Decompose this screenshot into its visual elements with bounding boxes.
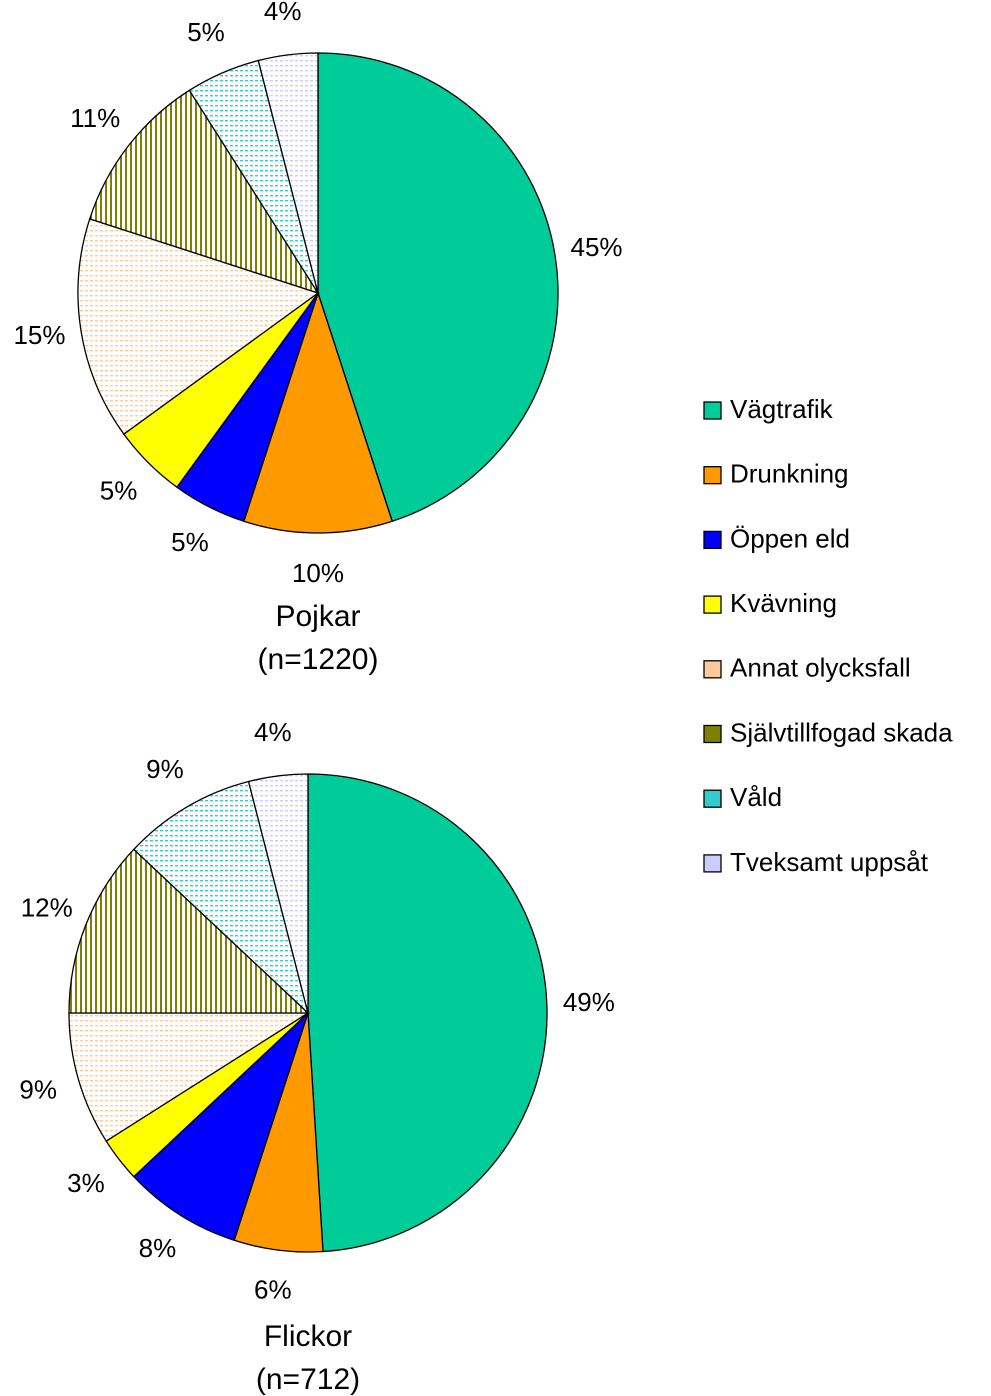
data-label: 6% — [254, 1275, 292, 1305]
pie-slice — [68, 1012, 311, 1142]
pie-slice — [317, 52, 559, 523]
legend-label: Vägtrafik — [730, 394, 834, 424]
chart-subtitle: (n=1220) — [258, 643, 379, 676]
legend-label: Våld — [730, 782, 782, 812]
data-label: 9% — [19, 1074, 57, 1104]
legend-label: Öppen eld — [730, 523, 850, 553]
pie-slice — [132, 780, 310, 1016]
legend-swatch — [703, 595, 722, 614]
legend-label: Självtillfogad skada — [730, 717, 953, 747]
chart-title: Pojkar — [275, 600, 360, 633]
data-label: 15% — [13, 320, 65, 350]
legend-swatch — [703, 789, 722, 808]
pie-slice — [243, 290, 393, 534]
pie-slice — [247, 773, 309, 1014]
data-label: 4% — [254, 717, 292, 747]
data-label: 11% — [70, 103, 120, 133]
data-label: 4% — [264, 0, 302, 26]
legend-swatch — [703, 660, 722, 679]
chart-title: Flickor — [264, 1320, 352, 1353]
data-label: 9% — [146, 754, 184, 784]
data-label: 8% — [139, 1233, 177, 1263]
legend-label: Kvävning — [730, 588, 837, 618]
data-label: 10% — [292, 558, 344, 588]
data-label: 12% — [21, 892, 73, 922]
pie-slice — [88, 89, 320, 295]
data-label: 45% — [571, 232, 623, 262]
legend-swatch — [703, 854, 722, 873]
pie-slice — [132, 1012, 309, 1242]
legend-swatch — [703, 724, 722, 744]
data-label: 5% — [100, 475, 138, 505]
data-label: 49% — [563, 987, 615, 1017]
legend-swatch — [703, 530, 722, 550]
data-label: 5% — [171, 527, 209, 557]
legend-label: Drunkning — [730, 459, 849, 489]
legend-swatch — [703, 401, 722, 420]
pie-slice — [307, 773, 548, 1253]
chart-subtitle: (n=712) — [256, 1363, 360, 1396]
legend-swatch — [703, 466, 722, 485]
legend-label: Tveksamt uppsåt — [730, 847, 929, 877]
legend-label: Annat olycksfall — [730, 653, 911, 683]
data-label: 3% — [67, 1168, 105, 1198]
pie-slice — [77, 218, 320, 435]
pie-slice — [68, 848, 310, 1014]
data-label: 5% — [187, 17, 225, 47]
pie-slice — [257, 52, 319, 294]
